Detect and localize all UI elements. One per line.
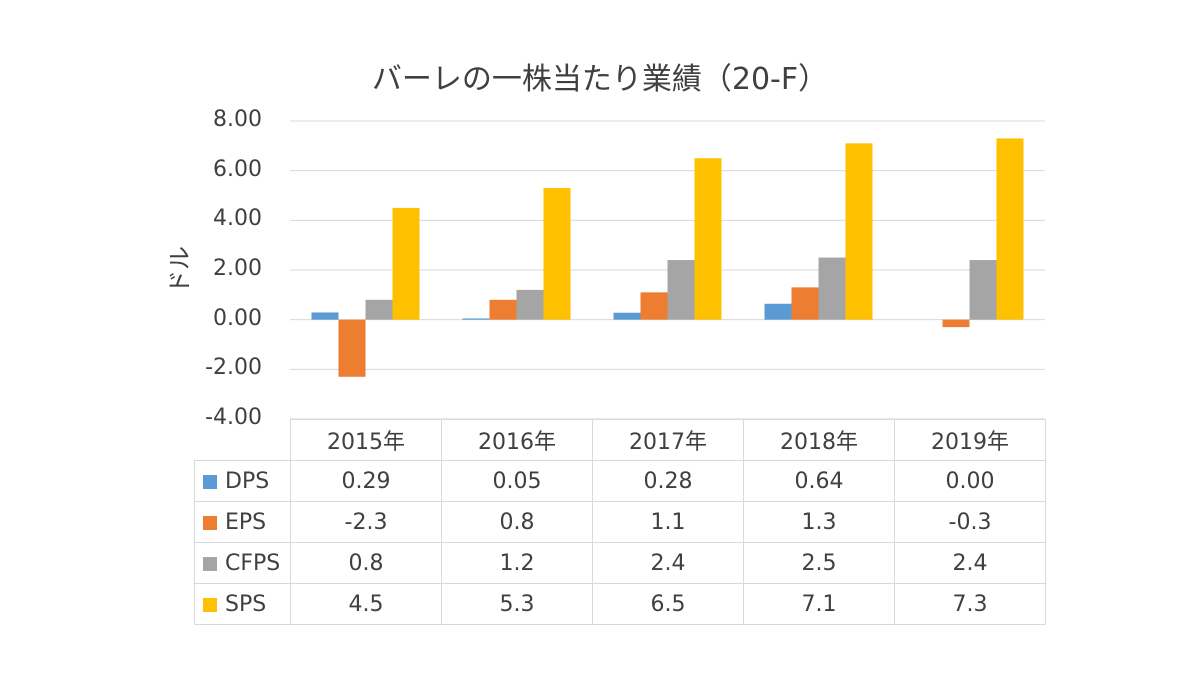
- bar-cfps: [365, 299, 393, 320]
- data-label: 1.3: [743, 501, 895, 543]
- data-label: -2.3: [290, 501, 442, 543]
- bar-cfps: [969, 260, 997, 320]
- legend-swatch: [203, 597, 217, 612]
- x-category-label: 2016年: [441, 419, 593, 461]
- legend-entry: SPS: [194, 583, 291, 625]
- data-table: 2015年 2016年 2017年 2018年 2019年 DPS 0.29 0.05 0.28…: [194, 419, 1046, 625]
- legend-entry: DPS: [194, 460, 291, 502]
- y-tick-label: -2.00: [205, 355, 262, 381]
- legend-label: SPS: [225, 591, 267, 617]
- bar-cfps: [818, 257, 846, 320]
- legend-swatch: [203, 515, 217, 530]
- bar-dps: [764, 303, 792, 320]
- bar-eps: [489, 299, 517, 320]
- table-corner: [194, 419, 291, 461]
- y-tick-label: 4.00: [213, 206, 262, 232]
- data-label: 4.5: [290, 583, 442, 625]
- x-category-label: 2019年: [894, 419, 1046, 461]
- data-label: 0.29: [290, 460, 442, 502]
- bar-sps: [543, 188, 571, 320]
- data-label: 0.05: [441, 460, 593, 502]
- data-label: 1.1: [592, 501, 744, 543]
- table-row: EPS -2.3 0.8 1.1 1.3 -0.3: [194, 501, 1046, 543]
- bar-sps: [996, 138, 1024, 320]
- y-tick-label: 0.00: [213, 305, 262, 331]
- bar-cfps: [516, 289, 544, 320]
- table-row: SPS 4.5 5.3 6.5 7.1 7.3: [194, 583, 1046, 625]
- y-tick-label: 2.00: [213, 256, 262, 281]
- legend-swatch: [203, 556, 217, 571]
- legend-label: CFPS: [225, 550, 281, 576]
- bar-sps: [694, 158, 722, 320]
- chart-title: バーレの一株当たり業績（20-F）: [371, 62, 829, 97]
- bar-eps: [640, 292, 668, 320]
- data-label: 0.28: [592, 460, 744, 502]
- data-label: 5.3: [441, 583, 593, 625]
- bar-eps: [942, 319, 970, 328]
- legend-swatch: [203, 474, 217, 489]
- table-header-row: 2015年 2016年 2017年 2018年 2019年: [194, 419, 1046, 461]
- data-label: 7.3: [894, 583, 1046, 625]
- data-label: 0.00: [894, 460, 1046, 502]
- data-label: 6.5: [592, 583, 744, 625]
- data-label: 1.2: [441, 542, 593, 584]
- bar-sps: [392, 207, 420, 320]
- legend-label: EPS: [225, 509, 267, 535]
- legend-label: DPS: [225, 468, 270, 494]
- bar-dps: [311, 312, 339, 320]
- data-label: 7.1: [743, 583, 895, 625]
- table-row: DPS 0.29 0.05 0.28 0.64 0.00: [194, 460, 1046, 502]
- legend-entry: EPS: [194, 501, 291, 543]
- data-label: -0.3: [894, 501, 1046, 543]
- data-label: 0.8: [441, 501, 593, 543]
- legend-entry: CFPS: [194, 542, 291, 584]
- bar-sps: [845, 143, 873, 320]
- data-label: 2.5: [743, 542, 895, 584]
- data-label: 2.4: [894, 542, 1046, 584]
- bar-eps: [338, 319, 366, 377]
- data-label: 2.4: [592, 542, 744, 584]
- bar-dps: [613, 312, 641, 320]
- bar-cfps: [667, 260, 695, 320]
- x-category-label: 2015年: [290, 419, 442, 461]
- bar-dps: [462, 318, 490, 320]
- data-label: 0.64: [743, 460, 895, 502]
- x-category-label: 2017年: [592, 419, 744, 461]
- y-tick-label: 6.00: [213, 156, 262, 182]
- bar-eps: [791, 287, 819, 320]
- y-tick-label: 8.00: [213, 107, 262, 132]
- x-category-label: 2018年: [743, 419, 895, 461]
- table-row: CFPS 0.8 1.2 2.4 2.5 2.4: [194, 542, 1046, 584]
- data-label: 0.8: [290, 542, 442, 584]
